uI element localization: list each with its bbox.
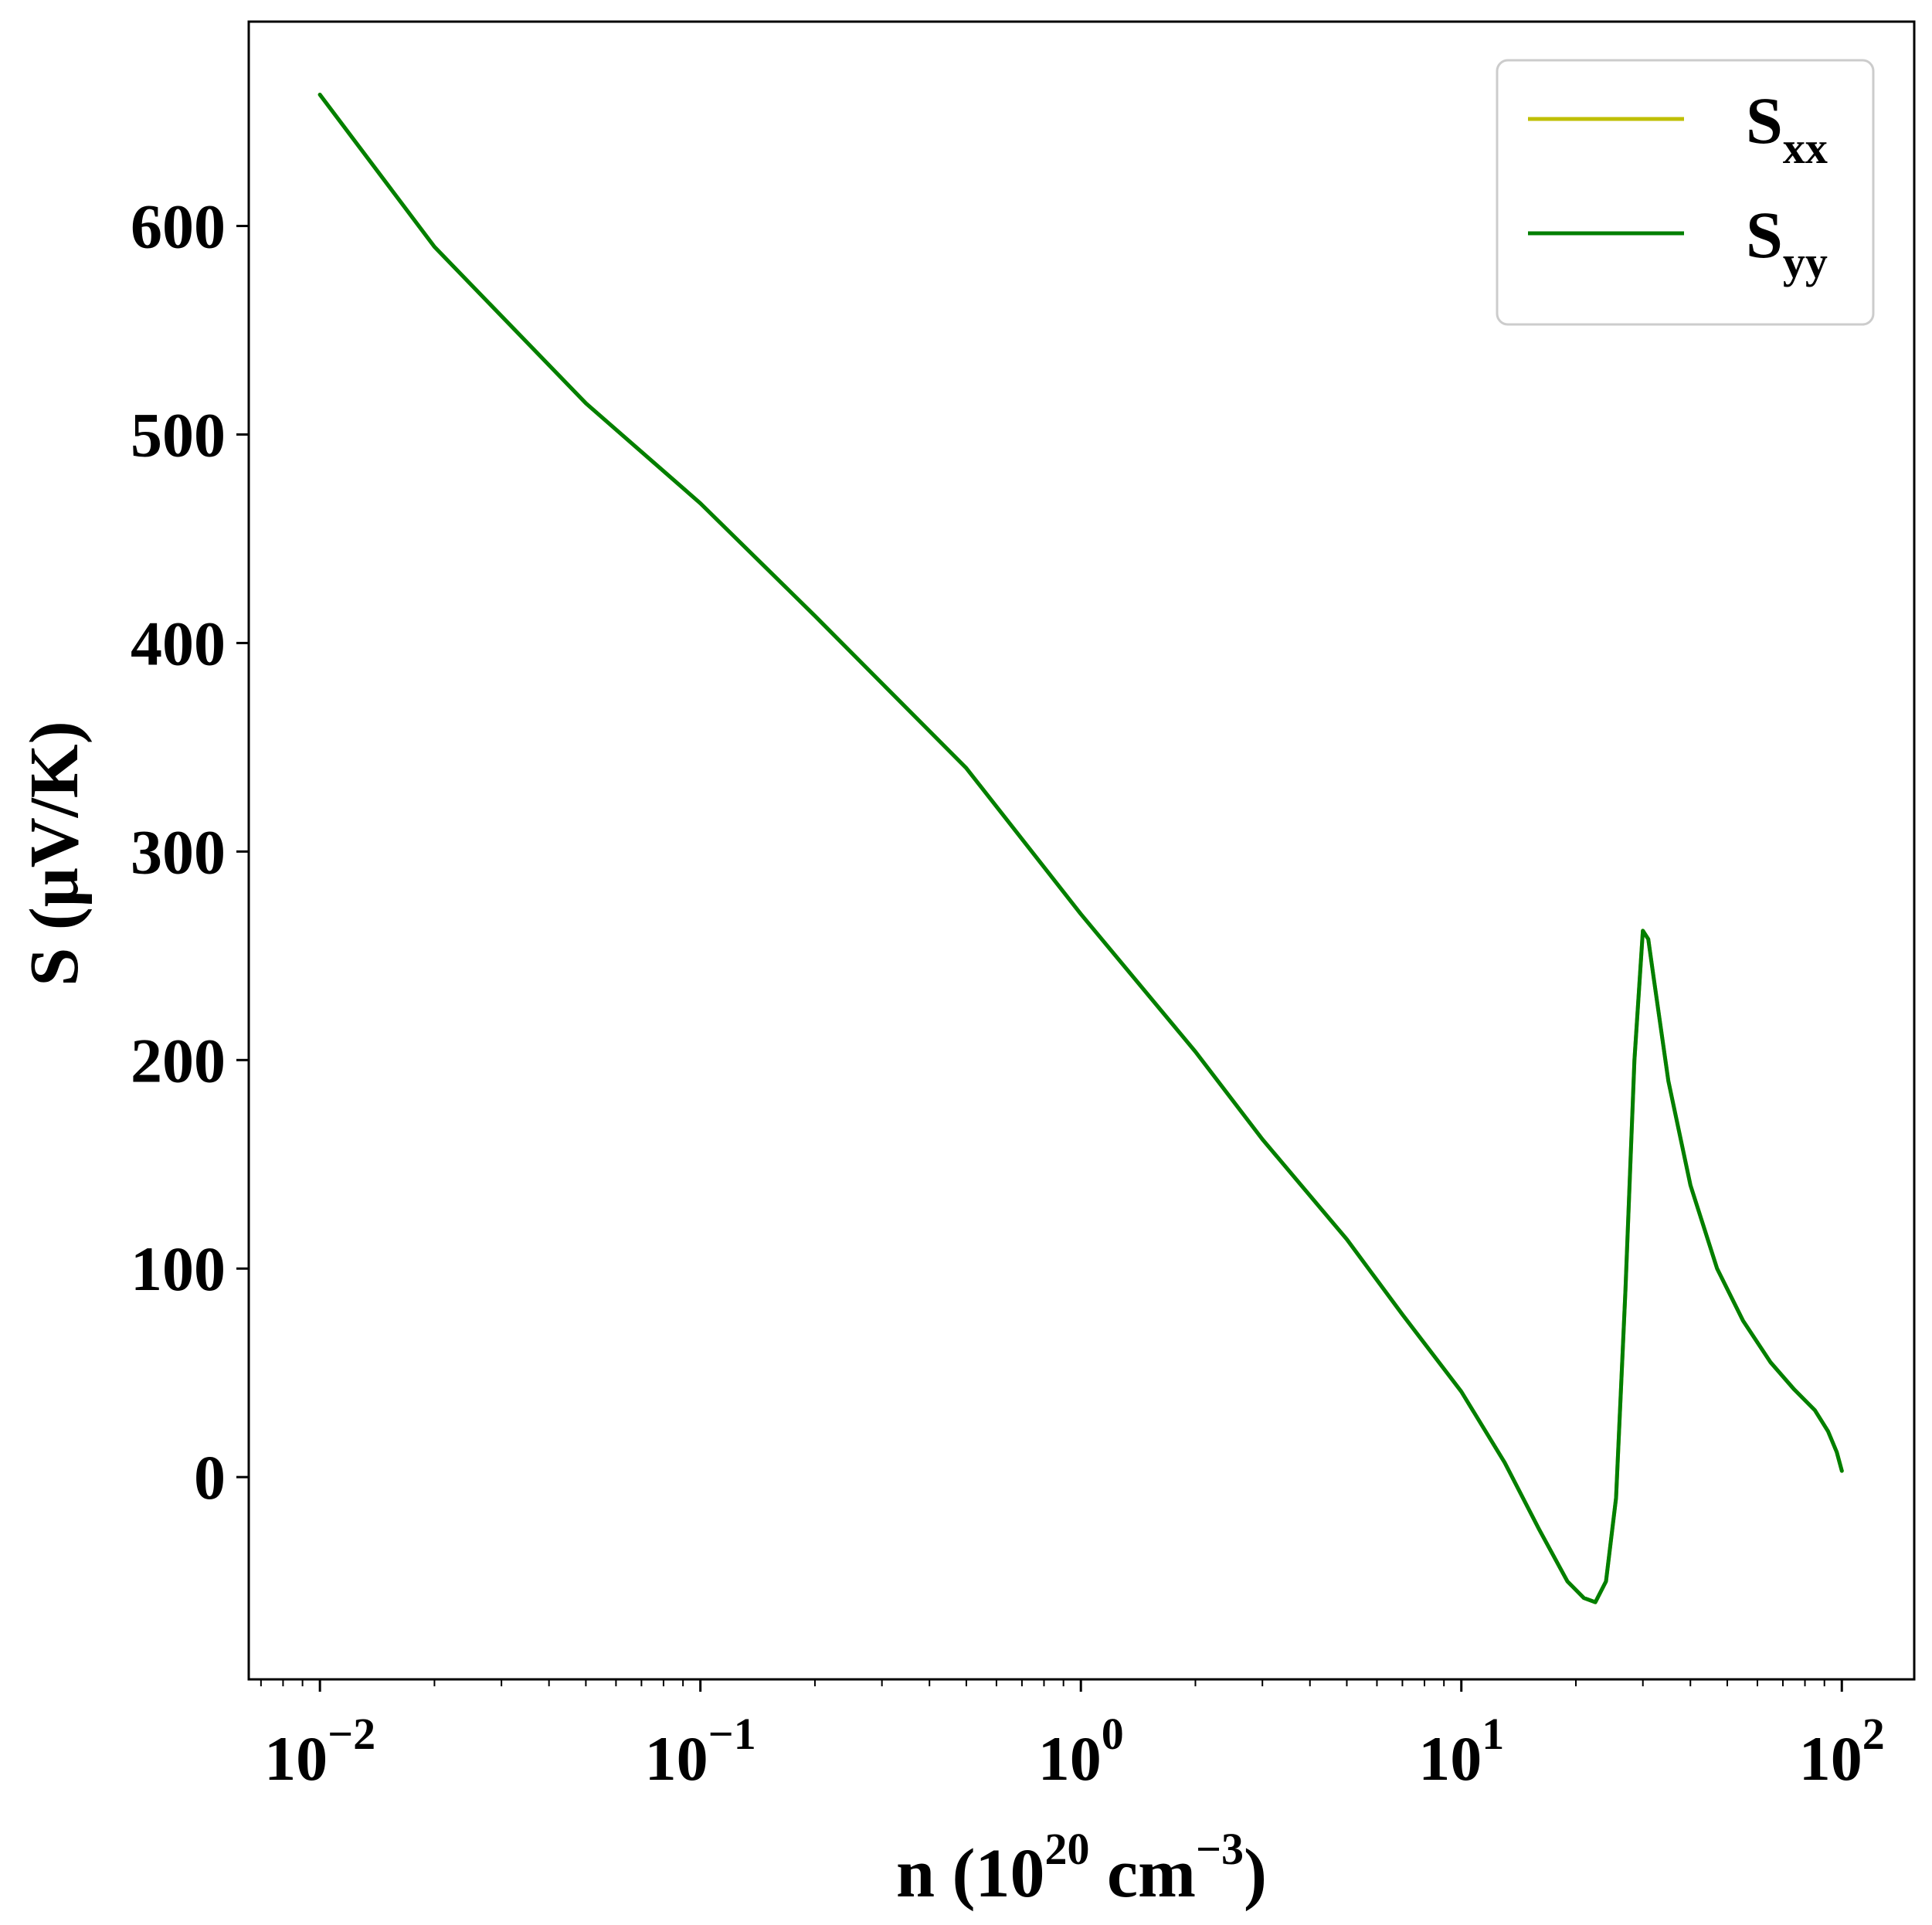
legend-label-sxx: Sxx <box>1746 83 1828 173</box>
y-tick-label: 0 <box>194 1442 226 1512</box>
y-tick-label: 200 <box>131 1025 226 1095</box>
x-tick-label: 102 <box>1799 1709 1885 1794</box>
y-tick-label: 300 <box>131 817 226 887</box>
x-tick-label: 10−1 <box>645 1709 756 1794</box>
x-axis: 10−2 10−1 100 101 102 <box>260 1679 1885 1794</box>
y-axis: 0 100 200 300 400 500 600 <box>131 192 249 1512</box>
y-axis-label: S (μV/K) <box>16 721 93 986</box>
x-tick-label: 10−2 <box>264 1709 375 1794</box>
series-layer <box>317 93 1844 1604</box>
legend: Sxx Syy <box>1496 59 1875 326</box>
y-tick-label: 400 <box>131 608 226 678</box>
x-tick-label: 100 <box>1038 1709 1124 1794</box>
x-axis-label: n (1020 cm−3) <box>896 1824 1267 1912</box>
y-tick-label: 600 <box>131 192 226 262</box>
y-tick-label: 100 <box>131 1234 226 1304</box>
legend-box <box>1496 59 1875 326</box>
legend-label-syy: Syy <box>1746 198 1828 287</box>
x-tick-label: 101 <box>1418 1709 1504 1794</box>
series-line-yy <box>317 93 1844 1604</box>
y-tick-label: 500 <box>131 399 226 470</box>
